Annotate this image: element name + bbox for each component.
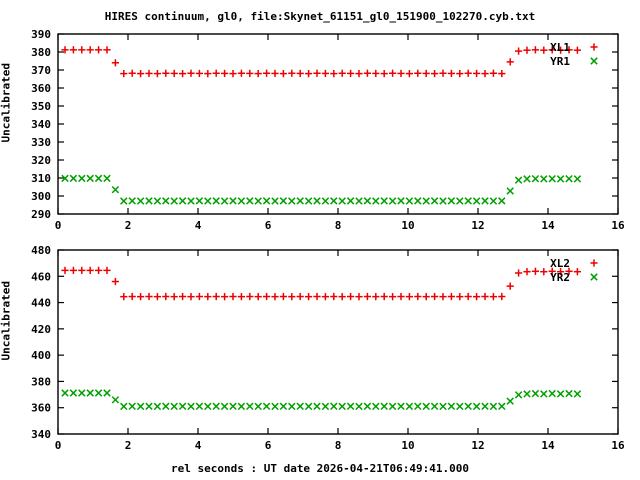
legend-label-XL1: XL1 xyxy=(550,41,570,54)
x-tick-label: 0 xyxy=(55,219,62,232)
x-tick-label: 4 xyxy=(195,219,202,232)
x-tick-label: 16 xyxy=(611,439,625,452)
x-tick-label: 14 xyxy=(541,439,555,452)
y-tick-label: 480 xyxy=(31,244,51,257)
x-axis-label: rel seconds : UT date 2026-04-21T06:49:4… xyxy=(170,462,469,475)
x-tick-label: 4 xyxy=(195,439,202,452)
y-tick-label: 340 xyxy=(31,118,51,131)
x-tick-label: 10 xyxy=(401,439,414,452)
y-tick-label: 400 xyxy=(31,349,51,362)
x-tick-label: 12 xyxy=(471,439,484,452)
x-tick-label: 6 xyxy=(265,219,272,232)
y-tick-label: 360 xyxy=(31,82,51,95)
y-tick-label: 340 xyxy=(31,428,51,441)
plot-frame xyxy=(57,249,619,435)
x-tick-label: 12 xyxy=(471,219,484,232)
x-tick-label: 2 xyxy=(125,219,132,232)
series-XL2 xyxy=(61,266,581,301)
y-tick-label: 460 xyxy=(31,270,51,283)
y-tick-label: 360 xyxy=(31,402,51,415)
y-tick-label: 390 xyxy=(31,28,51,41)
x-tick-label: 14 xyxy=(541,219,555,232)
series-YR2 xyxy=(61,389,582,411)
x-tick-label: 8 xyxy=(335,219,342,232)
y-tick-label: 290 xyxy=(31,208,51,221)
y-tick-label: 420 xyxy=(31,323,51,336)
y-tick-label: 330 xyxy=(31,136,51,149)
y-tick-label: 320 xyxy=(31,154,51,167)
y-tick-label: 350 xyxy=(31,100,51,113)
legend-marker-YR2 xyxy=(590,273,598,281)
bottom-plot: 0 2 4 6 8 10 12 14 16 340 360 380 400 420 440 460 480 XL2… xyxy=(31,244,625,452)
series-XL1 xyxy=(61,46,581,78)
series-YR1 xyxy=(61,174,582,205)
legend-marker-XL1 xyxy=(590,43,598,51)
top-plot: 0 2 4 6 8 10 12 14 16 290 300 310 320 330 340 350 360 370… xyxy=(31,28,625,232)
y-tick-label: 370 xyxy=(31,64,51,77)
x-tick-label: 8 xyxy=(335,439,342,452)
legend-marker-YR1 xyxy=(590,57,598,65)
x-tick-label: 6 xyxy=(265,439,272,452)
y-tick-label: 380 xyxy=(31,46,51,59)
y-tick-label: 380 xyxy=(31,375,51,388)
x-tick-label: 16 xyxy=(611,219,625,232)
plot-frame xyxy=(57,33,619,215)
legend-label-YR2: YR2 xyxy=(550,271,570,284)
x-tick-label: 2 xyxy=(125,439,132,452)
page-title: HIRES continuum, gl0, file:Skynet_61151_… xyxy=(104,10,536,23)
legend-label-XL2: XL2 xyxy=(550,257,570,270)
y-tick-label: 300 xyxy=(31,190,51,203)
y-tick-label: 310 xyxy=(31,172,51,185)
legend-label-YR1: YR1 xyxy=(550,55,570,68)
legend-marker-XL2 xyxy=(590,259,598,267)
y-tick-label: 440 xyxy=(31,297,51,310)
x-tick-label: 10 xyxy=(401,219,414,232)
x-tick-label: 0 xyxy=(55,439,62,452)
